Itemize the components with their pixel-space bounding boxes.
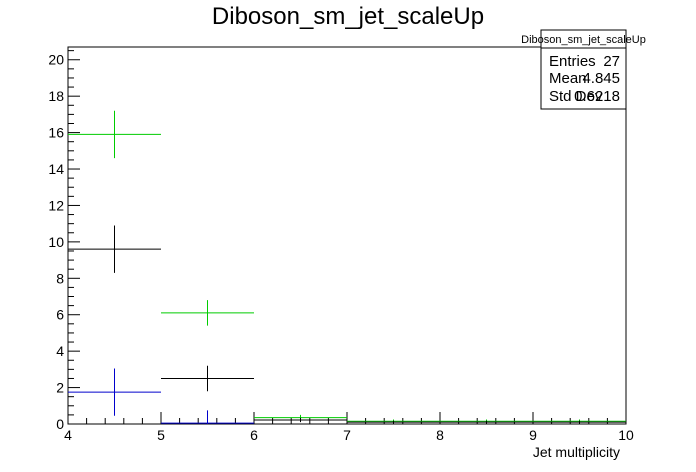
x-tick-label: 10 <box>618 427 634 443</box>
data-point <box>440 420 533 424</box>
stats-box: Diboson_sm_jet_scaleUp Entries 27 Mean 4… <box>521 29 646 110</box>
data-point <box>161 410 254 424</box>
data-point <box>347 420 440 424</box>
chart-title: Diboson_sm_jet_scaleUp <box>212 3 484 30</box>
stats-entries-label: Entries <box>549 53 596 70</box>
y-tick-label: 16 <box>48 125 64 141</box>
x-tick-label: 6 <box>250 427 258 443</box>
data-point <box>533 420 626 424</box>
y-tick-label: 4 <box>56 343 64 359</box>
y-tick-label: 12 <box>48 197 64 213</box>
data-point <box>161 365 254 392</box>
y-tick-label: 14 <box>48 161 64 177</box>
y-tick-label: 0 <box>56 416 64 432</box>
y-tick-label: 10 <box>48 234 64 250</box>
data-point <box>68 110 161 159</box>
data-marks <box>68 110 626 424</box>
x-tick-label: 8 <box>436 427 444 443</box>
y-tick-label: 8 <box>56 270 64 286</box>
data-point <box>254 417 347 423</box>
x-tick-label: 7 <box>343 427 351 443</box>
x-tick-label: 5 <box>157 427 165 443</box>
y-tick-label: 6 <box>56 307 64 323</box>
y-tick-label: 2 <box>56 380 64 396</box>
stats-mean-label: Mean <box>549 70 587 87</box>
x-tick-label: 9 <box>529 427 537 443</box>
stats-box-title: Diboson_sm_jet_scaleUp <box>521 34 646 46</box>
y-tick-label: 18 <box>48 88 64 104</box>
stats-box-frame <box>540 29 627 110</box>
stats-entries-value: 27 <box>603 53 620 70</box>
x-tick-label: 4 <box>64 427 72 443</box>
y-tick-label: 20 <box>48 52 64 68</box>
data-point <box>68 225 161 273</box>
stats-stddev-label: Std Dev <box>549 88 603 105</box>
x-axis-label: Jet multiplicity <box>533 444 620 460</box>
stats-stddev-value: 0.6218 <box>574 88 620 105</box>
data-point <box>68 368 161 416</box>
data-point <box>161 300 254 326</box>
axes: 0 2 4 6 8 10 12 14 16 18 20 4 5 6 7 8 9 10 <box>48 46 634 443</box>
stats-mean-value: 4.845 <box>582 70 620 87</box>
